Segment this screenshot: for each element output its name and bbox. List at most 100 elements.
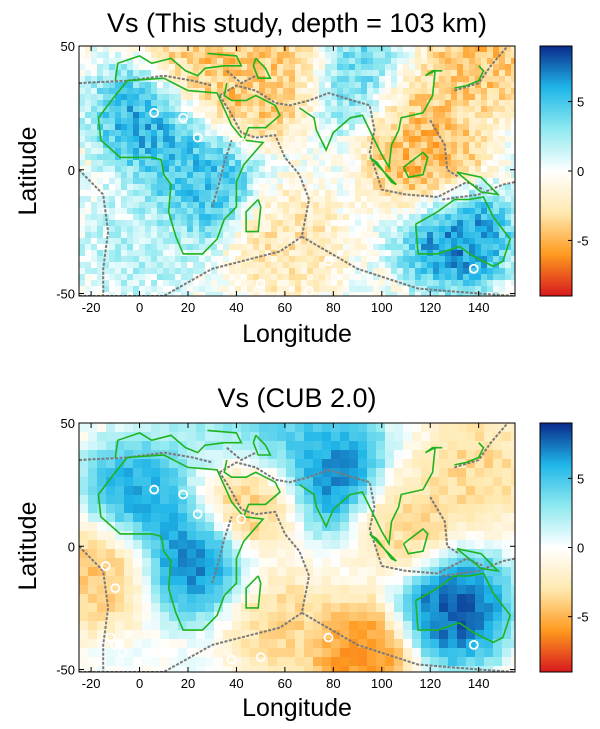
velocity-cell xyxy=(115,657,125,667)
velocity-cell xyxy=(502,540,512,550)
velocity-cell xyxy=(385,268,392,275)
velocity-cell xyxy=(205,238,212,245)
velocity-cell xyxy=(421,280,428,287)
velocity-cell xyxy=(250,648,260,658)
velocity-cell xyxy=(151,648,161,658)
velocity-cell xyxy=(145,280,152,287)
velocity-cell xyxy=(307,106,314,113)
velocity-cell xyxy=(445,100,452,107)
velocity-cell xyxy=(463,238,470,245)
velocity-cell xyxy=(301,88,308,95)
velocity-cell xyxy=(295,94,302,101)
velocity-cell xyxy=(511,262,515,269)
velocity-cell xyxy=(457,214,464,221)
velocity-cell xyxy=(157,142,164,149)
velocity-cell xyxy=(127,292,134,296)
velocity-cell xyxy=(403,648,413,658)
velocity-cell xyxy=(265,214,272,221)
velocity-cell xyxy=(133,202,140,209)
velocity-cell xyxy=(295,576,305,586)
velocity-cell xyxy=(403,46,410,53)
velocity-cell xyxy=(484,432,494,442)
velocity-cell xyxy=(127,220,134,227)
velocity-cell xyxy=(343,82,350,89)
velocity-cell xyxy=(469,226,476,233)
velocity-cell xyxy=(367,603,377,613)
velocity-cell xyxy=(409,196,416,203)
velocity-cell xyxy=(181,196,188,203)
velocity-cell xyxy=(391,250,398,257)
velocity-cell xyxy=(211,46,218,53)
velocity-cell xyxy=(253,166,260,173)
velocity-cell xyxy=(511,46,515,53)
velocity-cell xyxy=(139,136,146,143)
velocity-cell xyxy=(271,166,278,173)
velocity-cell xyxy=(331,274,338,281)
velocity-cell xyxy=(268,558,278,568)
velocity-cell xyxy=(139,226,146,233)
velocity-cell xyxy=(217,64,224,71)
velocity-cell xyxy=(151,184,158,191)
velocity-cell xyxy=(448,513,458,523)
velocity-cell xyxy=(277,58,284,65)
velocity-cell xyxy=(124,585,134,595)
velocity-cell xyxy=(181,238,188,245)
velocity-cell xyxy=(301,172,308,179)
velocity-cell xyxy=(91,118,98,125)
velocity-cell xyxy=(307,94,314,101)
velocity-cell xyxy=(355,88,362,95)
velocity-cell xyxy=(337,166,344,173)
velocity-cell xyxy=(187,124,194,131)
velocity-cell xyxy=(277,244,284,251)
velocity-cell xyxy=(331,639,341,649)
velocity-cell xyxy=(235,280,242,287)
velocity-cell xyxy=(169,136,176,143)
velocity-cell xyxy=(511,58,515,65)
velocity-cell xyxy=(295,64,302,71)
velocity-cell xyxy=(253,76,260,83)
velocity-cell xyxy=(376,441,386,451)
velocity-cell xyxy=(181,262,188,269)
velocity-cell xyxy=(493,450,503,460)
velocity-cell xyxy=(337,100,344,107)
velocity-cell xyxy=(475,130,482,137)
velocity-cell xyxy=(433,64,440,71)
velocity-cell xyxy=(493,648,503,658)
velocity-cell xyxy=(469,136,476,143)
velocity-cell xyxy=(211,172,218,179)
velocity-cell xyxy=(403,106,410,113)
velocity-cell xyxy=(415,178,422,185)
velocity-cell xyxy=(487,226,494,233)
velocity-cell xyxy=(241,76,248,83)
velocity-cell xyxy=(223,477,233,487)
velocity-cell xyxy=(445,274,452,281)
velocity-cell xyxy=(349,648,359,658)
velocity-cell xyxy=(433,82,440,89)
velocity-cell xyxy=(367,540,377,550)
velocity-field xyxy=(79,46,515,296)
velocity-cell xyxy=(367,124,374,131)
velocity-cell xyxy=(376,648,386,658)
velocity-cell xyxy=(337,184,344,191)
velocity-cell xyxy=(487,196,494,203)
plate-boundary xyxy=(226,446,257,462)
velocity-cell xyxy=(91,274,98,281)
velocity-cell xyxy=(295,214,302,221)
velocity-cell xyxy=(376,576,386,586)
velocity-cell xyxy=(121,286,128,293)
velocity-cell xyxy=(109,220,116,227)
velocity-cell xyxy=(505,52,512,59)
velocity-cell xyxy=(139,130,146,137)
velocity-cell xyxy=(319,280,326,287)
velocity-cell xyxy=(301,286,308,293)
velocity-cell xyxy=(199,64,206,71)
velocity-cell xyxy=(211,244,218,251)
velocity-cell xyxy=(277,666,287,672)
velocity-cell xyxy=(247,208,254,215)
velocity-cell xyxy=(463,124,470,131)
velocity-cell xyxy=(457,112,464,119)
velocity-cell xyxy=(505,250,512,257)
velocity-cell xyxy=(325,64,332,71)
velocity-cell xyxy=(223,220,230,227)
velocity-cell xyxy=(511,112,515,119)
